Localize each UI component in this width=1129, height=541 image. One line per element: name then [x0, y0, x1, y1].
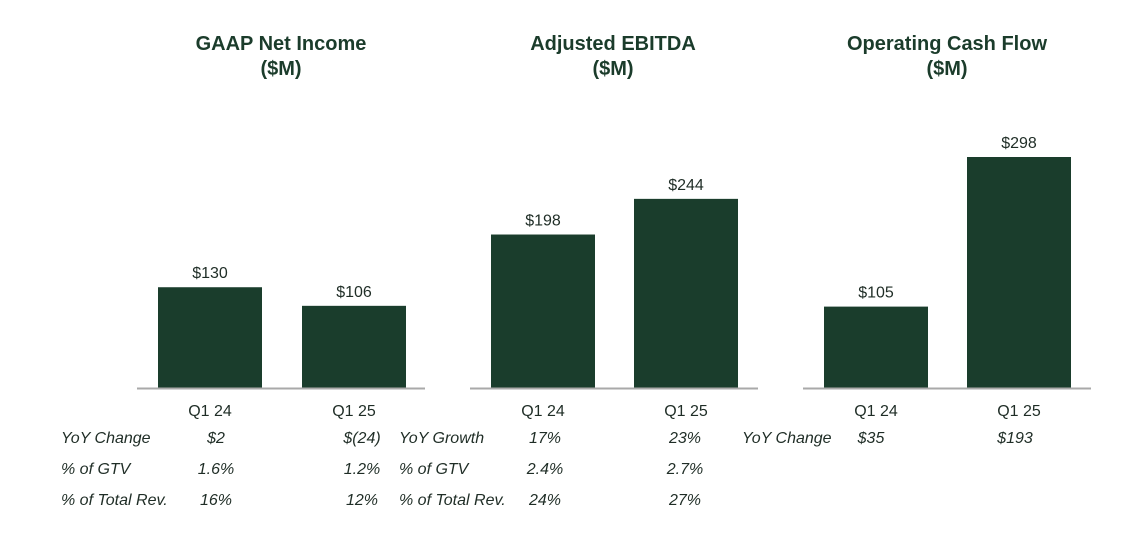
- chart-subtitle: ($M): [260, 58, 301, 80]
- data-label: $298: [1001, 135, 1037, 152]
- metric-label: % of GTV: [61, 461, 131, 478]
- chart-subtitle: ($M): [592, 58, 633, 80]
- metric-value: 24%: [528, 492, 562, 509]
- metric-value: 1.2%: [343, 461, 381, 478]
- data-label: $198: [525, 213, 561, 230]
- metric-label: % of Total Rev.: [399, 492, 506, 509]
- metric-label: YoY Change: [61, 430, 151, 447]
- bar-q1-24: [491, 234, 595, 388]
- chart-title: GAAP Net Income: [196, 33, 367, 55]
- chart-panel-3: Operating Cash Flow ($M) $105 Q1 24 $298 Q1 2…: [803, 33, 1091, 420]
- bar-q1-25: [302, 305, 406, 388]
- metric-value: 12%: [345, 492, 379, 509]
- metric-label: % of Total Rev.: [61, 492, 168, 509]
- chart-subtitle: ($M): [926, 58, 967, 80]
- x-tick-label: Q1 24: [521, 403, 565, 420]
- metric-label: % of GTV: [399, 461, 469, 478]
- bar-q1-25: [634, 198, 738, 388]
- chart-panel-2: Adjusted EBITDA ($M) $198 Q1 24 $244 Q1 25: [470, 33, 758, 420]
- x-tick-label: Q1 25: [997, 403, 1041, 420]
- data-label: $130: [192, 265, 228, 282]
- metric-label: YoY Growth: [399, 430, 485, 447]
- bar-q1-24: [158, 287, 262, 388]
- bar-q1-24: [824, 306, 928, 388]
- metric-value: $35: [857, 430, 885, 447]
- x-tick-label: Q1 25: [664, 403, 708, 420]
- metric-value: $2: [207, 430, 225, 447]
- metric-value: 27%: [668, 492, 702, 509]
- metric-value: 16%: [199, 492, 233, 509]
- data-label: $244: [668, 177, 704, 194]
- metric-value: $193: [997, 430, 1033, 447]
- metric-value: 2.7%: [666, 461, 704, 478]
- metric-value: 1.6%: [197, 461, 235, 478]
- metric-value: $(24): [343, 430, 381, 447]
- bar-q1-25: [967, 157, 1071, 388]
- chart-title: Adjusted EBITDA: [530, 33, 696, 55]
- data-label: $105: [858, 285, 894, 302]
- x-tick-label: Q1 24: [854, 403, 898, 420]
- chart-panel-1: GAAP Net Income ($M) $130 Q1 24 $106 Q1 25: [137, 33, 425, 420]
- metric-value: 2.4%: [526, 461, 564, 478]
- x-tick-label: Q1 24: [188, 403, 232, 420]
- x-tick-label: Q1 25: [332, 403, 376, 420]
- metric-value: 17%: [528, 430, 562, 447]
- metric-value: 23%: [668, 430, 702, 447]
- chart-title: Operating Cash Flow: [847, 33, 1047, 55]
- metric-label: YoY Change: [742, 430, 832, 447]
- data-label: $106: [336, 284, 372, 301]
